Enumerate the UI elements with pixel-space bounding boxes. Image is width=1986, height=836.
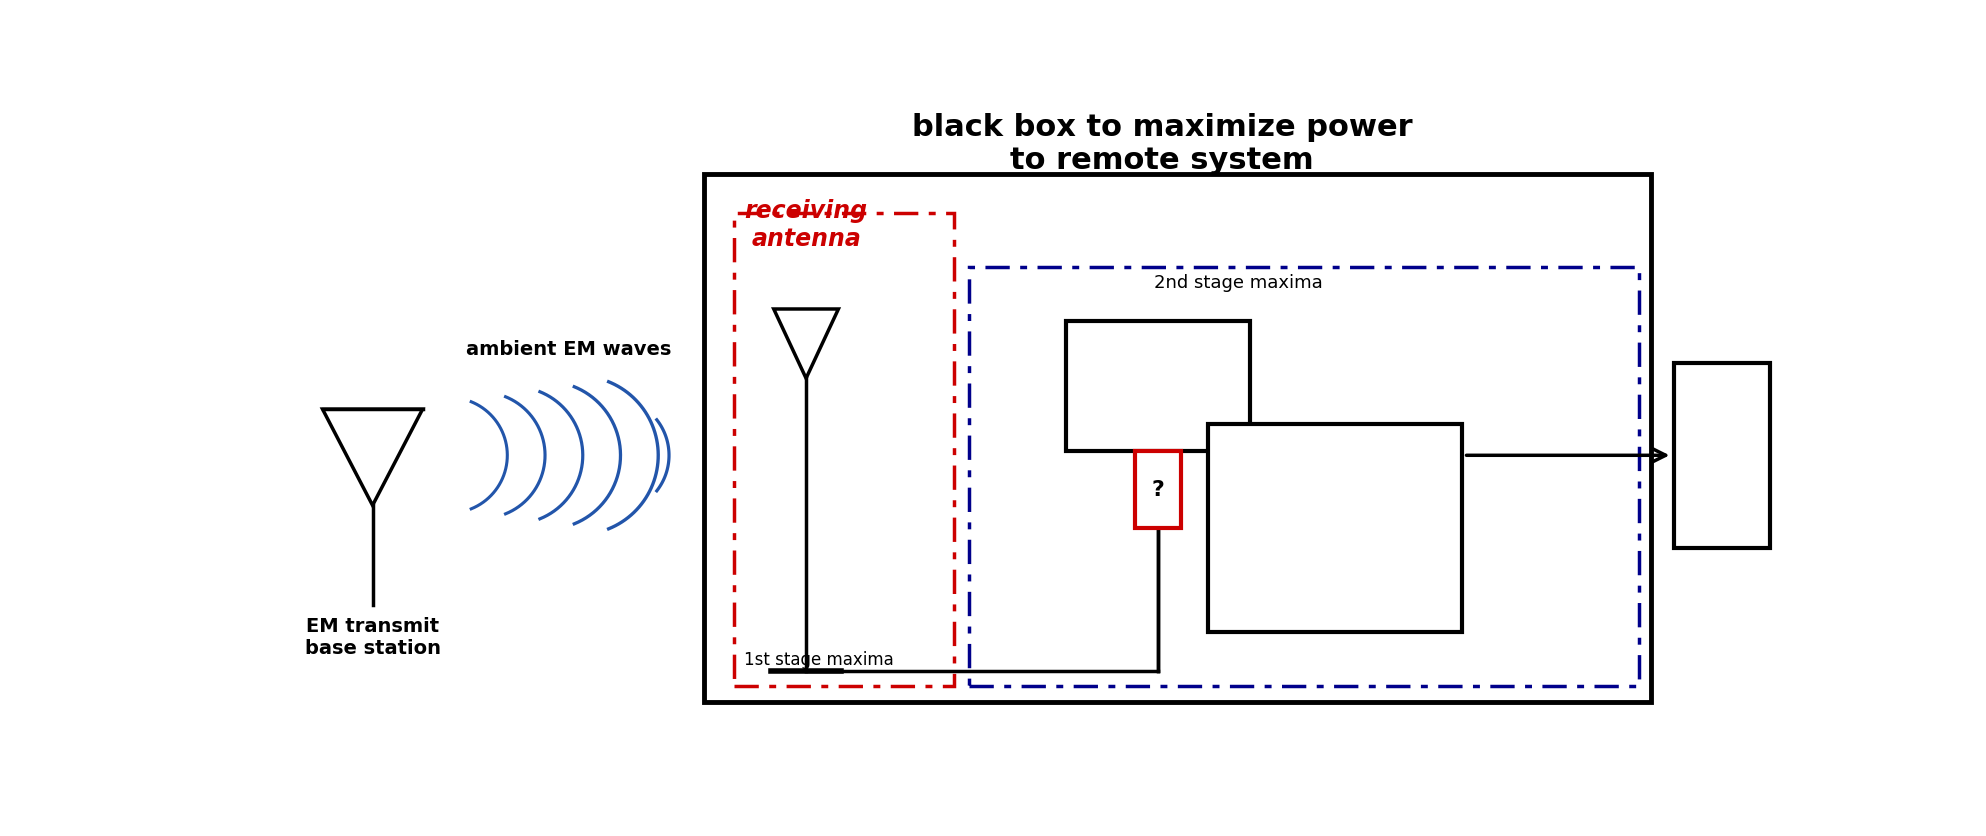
Text: remote
system: remote system xyxy=(1680,434,1764,477)
Bar xyxy=(735,212,953,686)
Text: 2nd stage maxima: 2nd stage maxima xyxy=(1154,274,1323,293)
Text: ?: ? xyxy=(1152,480,1164,500)
Text: EM transmit
base station: EM transmit base station xyxy=(304,617,441,658)
Bar xyxy=(1134,451,1182,528)
Bar xyxy=(703,174,1650,701)
Text: receiving
antenna: receiving antenna xyxy=(745,199,868,251)
Bar xyxy=(1207,425,1462,632)
Text: RF to DC
converter: RF to DC converter xyxy=(1271,502,1400,554)
Bar xyxy=(969,267,1638,686)
Text: black box to maximize power
to remote system: black box to maximize power to remote sy… xyxy=(912,113,1412,176)
Text: ambient EM waves: ambient EM waves xyxy=(467,339,671,359)
Polygon shape xyxy=(322,409,423,505)
Bar xyxy=(1066,320,1251,451)
Polygon shape xyxy=(775,309,838,378)
Text: 1st stage maxima: 1st stage maxima xyxy=(743,651,894,670)
Text: High Q
resonator: High Q resonator xyxy=(1108,367,1207,405)
Bar xyxy=(1674,363,1770,548)
